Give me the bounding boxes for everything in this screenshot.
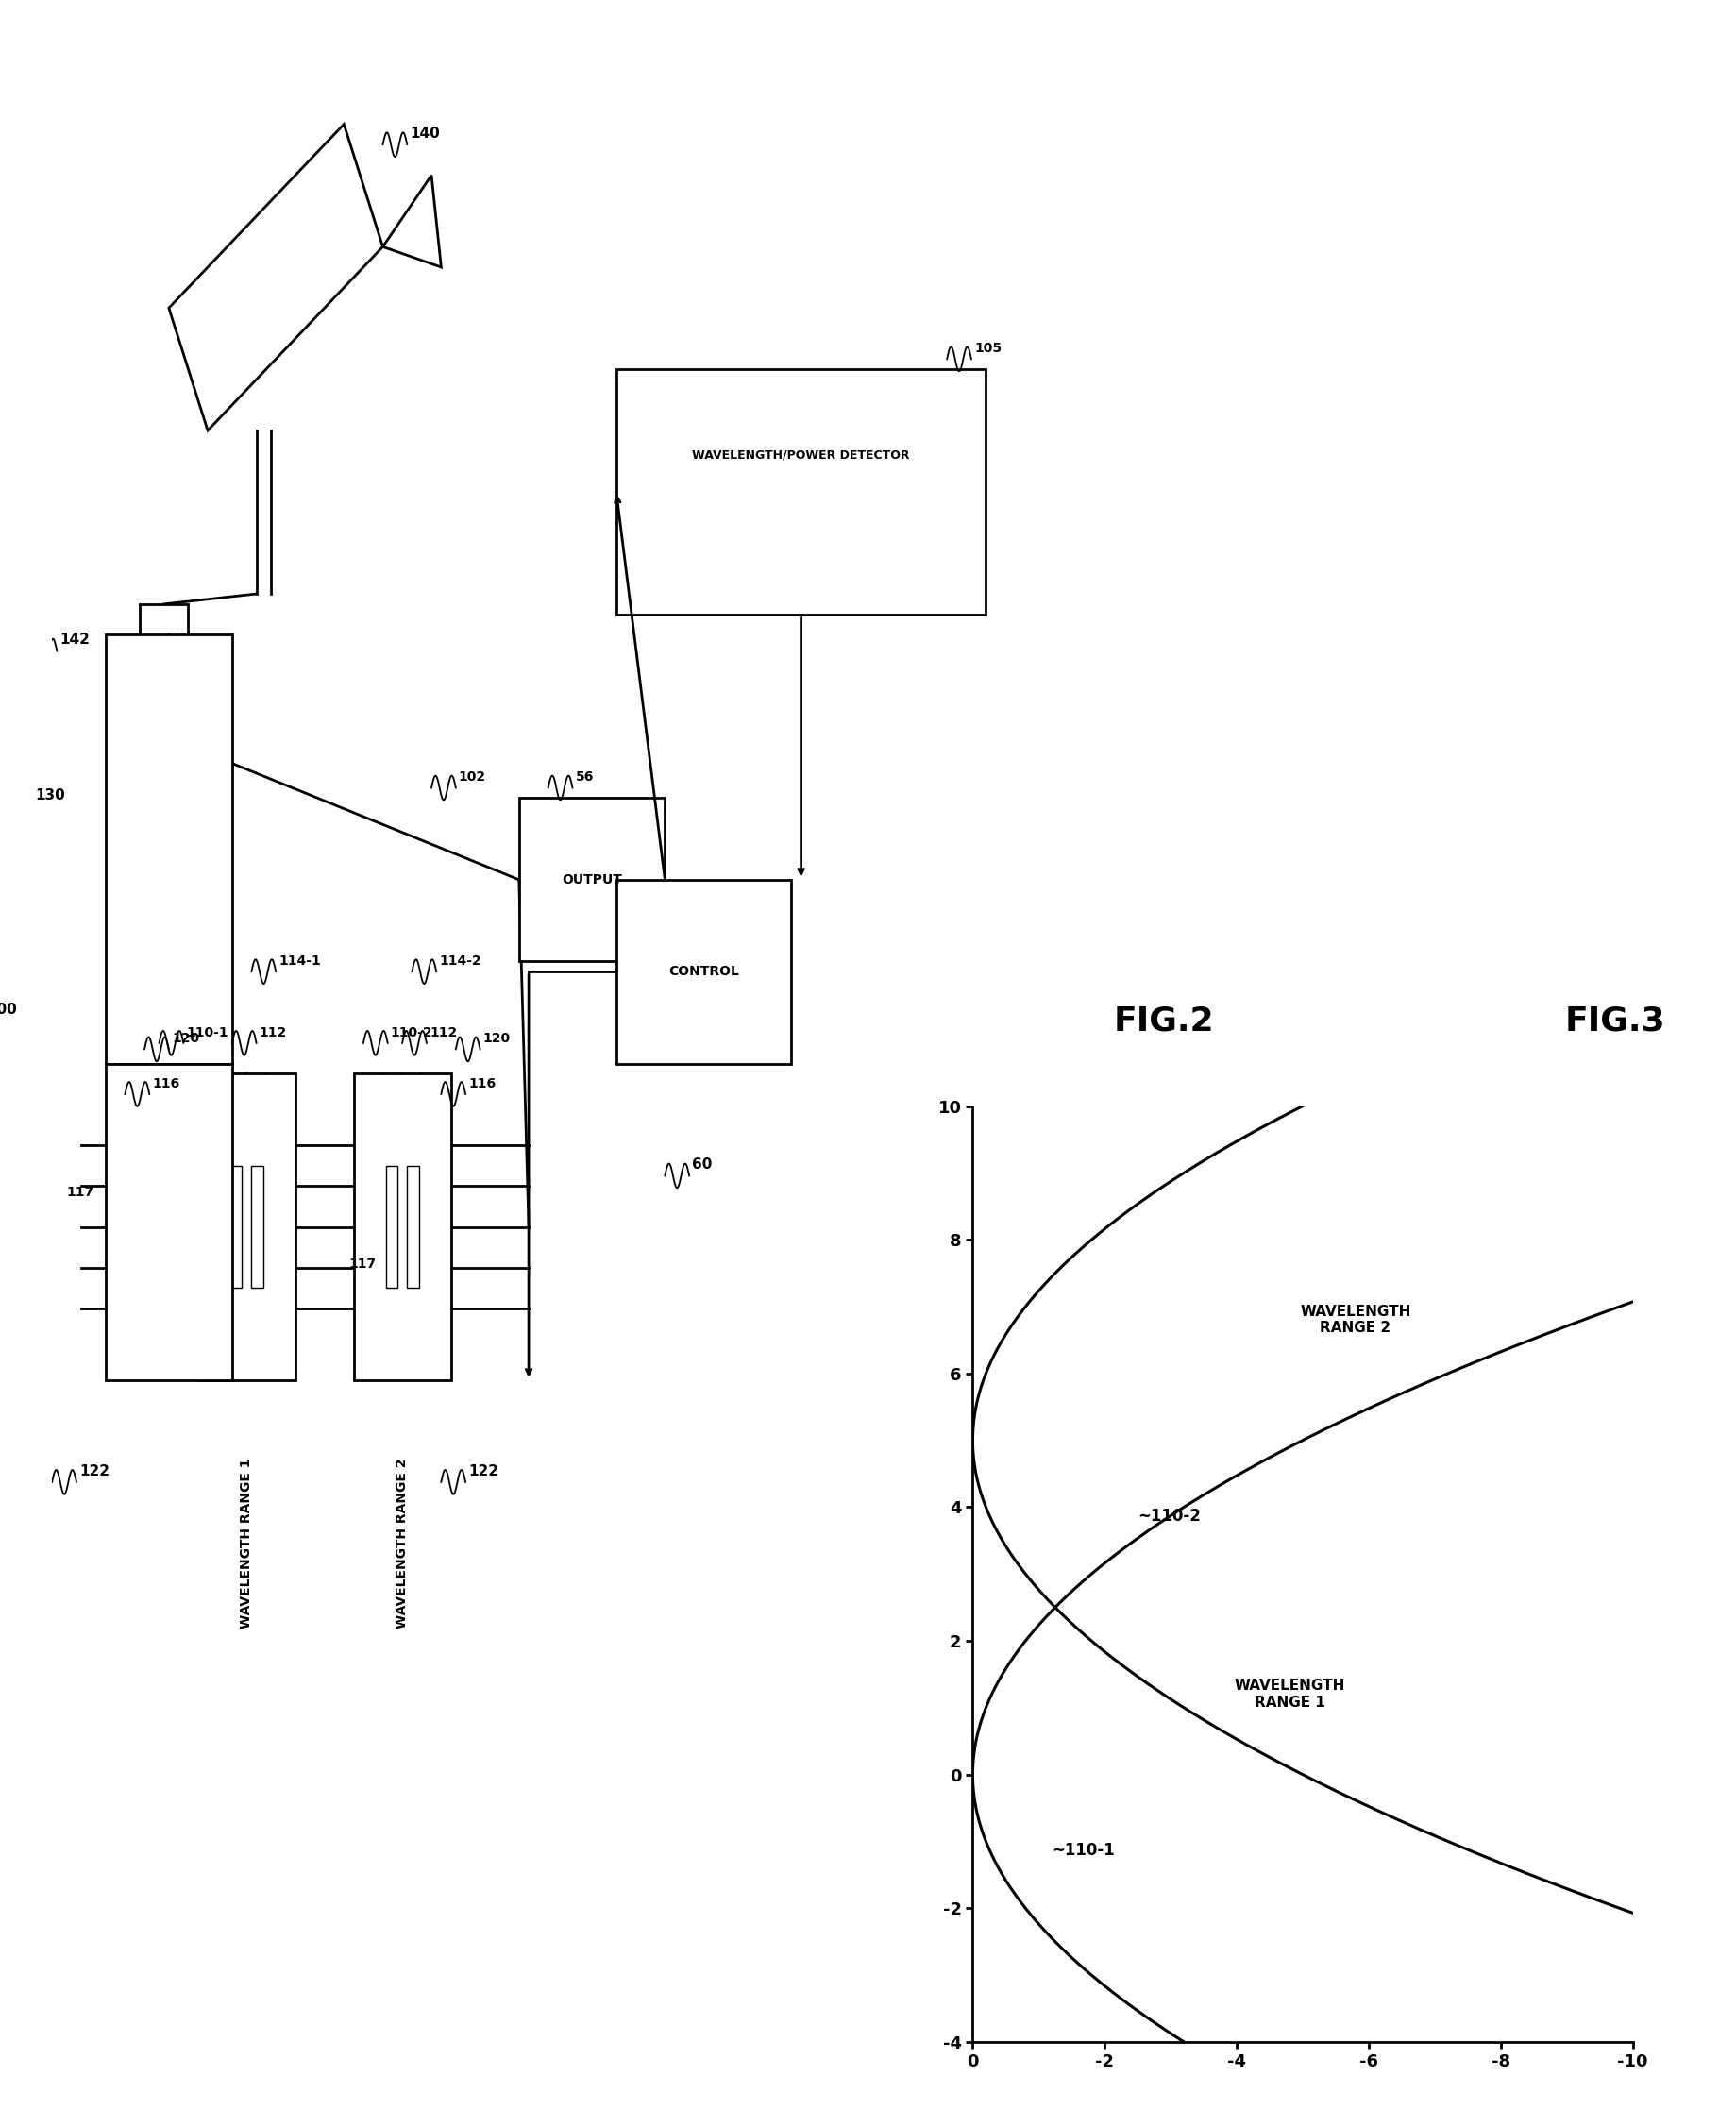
Bar: [106, 634, 233, 1064]
Text: 114-1: 114-1: [278, 955, 321, 968]
Text: 122: 122: [80, 1463, 109, 1478]
Text: 105: 105: [974, 342, 1002, 355]
Text: 142: 142: [59, 634, 90, 647]
Text: ~110-2: ~110-2: [1137, 1508, 1200, 1525]
Text: WAVELENGTH RANGE 2: WAVELENGTH RANGE 2: [396, 1459, 408, 1629]
Text: 116: 116: [469, 1076, 496, 1089]
Bar: [106, 1064, 233, 1380]
Bar: [616, 881, 792, 1064]
Text: FIG.3: FIG.3: [1564, 1004, 1665, 1038]
Bar: [406, 1166, 418, 1289]
Bar: [519, 798, 665, 961]
Text: 110-1: 110-1: [186, 1025, 229, 1038]
Text: 100: 100: [0, 1002, 17, 1017]
Text: 130: 130: [35, 787, 66, 802]
Text: OUTPUT: OUTPUT: [561, 872, 621, 887]
Text: 114-2: 114-2: [439, 955, 481, 968]
Bar: [385, 1166, 398, 1289]
Text: 120: 120: [172, 1032, 200, 1044]
Text: 112: 112: [429, 1025, 457, 1038]
Bar: [354, 1074, 451, 1380]
Text: WAVELENGTH
RANGE 2: WAVELENGTH RANGE 2: [1300, 1304, 1410, 1336]
Text: 116: 116: [153, 1076, 181, 1089]
Bar: [139, 604, 187, 676]
Bar: [616, 370, 986, 615]
Text: WAVELENGTH/POWER DETECTOR: WAVELENGTH/POWER DETECTOR: [693, 449, 910, 462]
Text: 60: 60: [691, 1157, 712, 1172]
Text: 120: 120: [483, 1032, 510, 1044]
Text: CONTROL: CONTROL: [668, 966, 740, 978]
Text: 112: 112: [259, 1025, 286, 1038]
Text: WAVELENGTH RANGE 1: WAVELENGTH RANGE 1: [240, 1459, 253, 1629]
Text: 122: 122: [469, 1463, 498, 1478]
Text: ~110-1: ~110-1: [1052, 1842, 1115, 1859]
Text: 140: 140: [410, 125, 439, 140]
Text: WAVELENGTH
RANGE 1: WAVELENGTH RANGE 1: [1234, 1678, 1344, 1710]
Bar: [252, 1166, 264, 1289]
Text: 117: 117: [349, 1257, 377, 1270]
Bar: [198, 1074, 295, 1380]
Text: FIG.2: FIG.2: [1113, 1004, 1213, 1038]
Text: 56: 56: [575, 770, 594, 783]
Text: 102: 102: [458, 770, 486, 783]
Text: 117: 117: [66, 1187, 94, 1200]
Text: 110-2: 110-2: [391, 1025, 432, 1038]
Bar: [229, 1166, 241, 1289]
